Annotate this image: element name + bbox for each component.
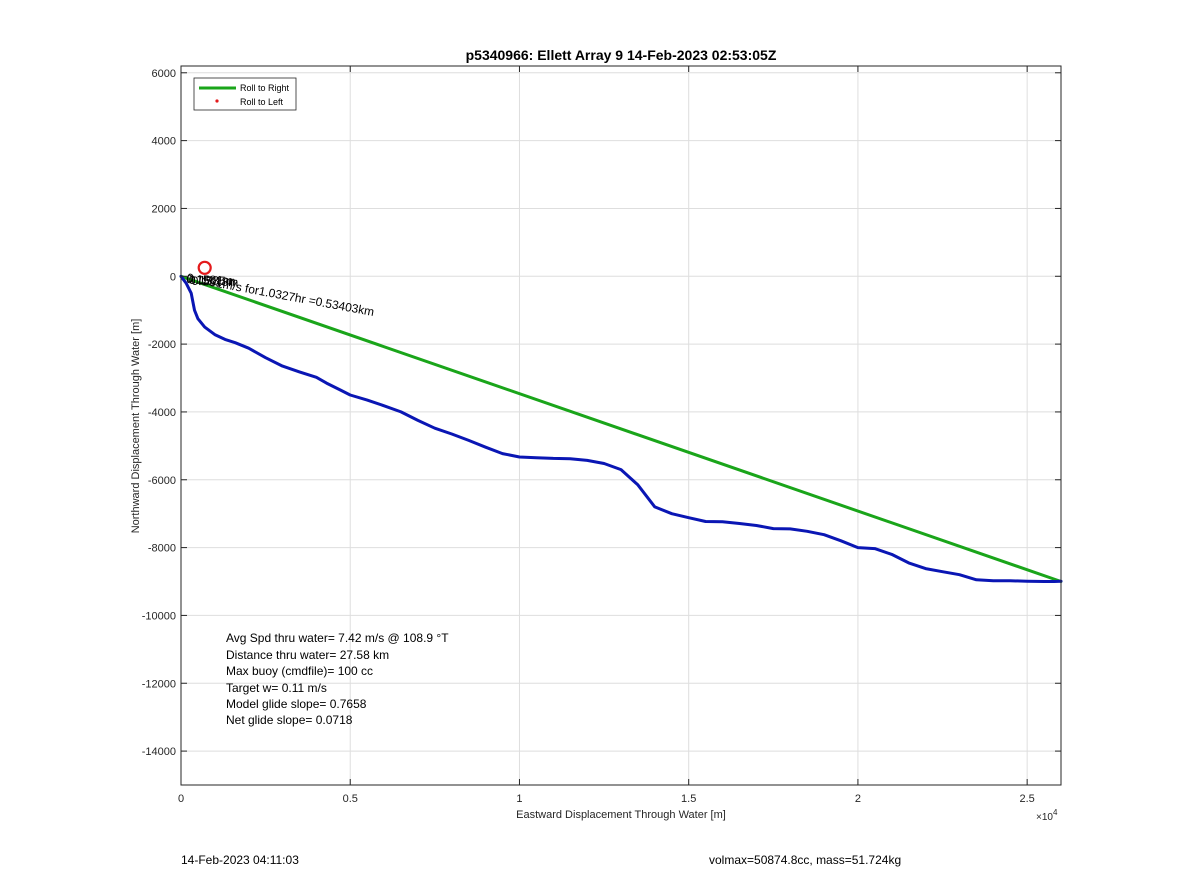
- chart-title: p5340966: Ellett Array 9 14-Feb-2023 02:…: [466, 47, 777, 63]
- stats-max-buoy: Max buoy (cmdfile)= 100 cc: [226, 664, 373, 678]
- x-exponent: ×104: [1036, 808, 1058, 823]
- legend-label-roll-to-right: Roll to Right: [240, 83, 290, 93]
- y-tick-label: 6000: [152, 68, 176, 80]
- start-circle-marker: [197, 260, 212, 275]
- x-tick-label: 2: [855, 793, 861, 805]
- plot-background: [181, 66, 1061, 785]
- y-tick-label: 2000: [152, 203, 176, 215]
- stats-distance: Distance thru water= 27.58 km: [226, 648, 389, 662]
- grid: [180, 66, 1061, 785]
- x-tick-label: 1: [516, 793, 522, 805]
- y-tick-label: -12000: [142, 678, 176, 690]
- stats-block: Avg Spd thru water= 7.42 m/s @ 108.9 °T …: [226, 631, 449, 727]
- y-tick-label: -14000: [142, 746, 176, 758]
- legend-dot-roll-to-left: [215, 99, 219, 103]
- y-tick-label: -2000: [148, 339, 176, 351]
- stats-target-w: Target w= 0.11 m/s: [226, 681, 327, 695]
- plot-frame: [180, 65, 1062, 786]
- x-tick-label: 1.5: [681, 793, 696, 805]
- series: [179, 274, 1063, 583]
- series-line-green: [179, 274, 1063, 583]
- stats-model-glide-slope: Model glide slope= 0.7658: [226, 697, 367, 711]
- x-exponent-base: ×10: [1036, 812, 1053, 823]
- y-tick-label: -8000: [148, 543, 176, 555]
- y-tick-label: -6000: [148, 475, 176, 487]
- y-tick-label: -10000: [142, 610, 176, 622]
- legend-box: [193, 77, 297, 111]
- footer-volmax-mass: volmax=50874.8cc, mass=51.724kg: [709, 853, 902, 867]
- series-line-blue: [179, 274, 1063, 583]
- footer-timestamp: 14-Feb-2023 04:11:03: [181, 853, 299, 867]
- ticks: 0 0.5 1 1.5 2 2.5 6000 4000 2000 0 -2000 -4000 -6000…: [142, 66, 1061, 805]
- y-axis-label: Northward Displacement Through Water [m]: [130, 319, 142, 534]
- stats-net-glide-slope: Net glide slope= 0.0718: [226, 713, 353, 727]
- x-axis-label: Eastward Displacement Through Water [m]: [516, 809, 726, 821]
- legend-label-roll-to-left: Roll to Left: [240, 97, 284, 107]
- y-tick-label: 0: [170, 271, 176, 283]
- legend: Roll to Right Roll to Left: [193, 77, 297, 111]
- x-tick-label: 2.5: [1020, 793, 1035, 805]
- markers: [197, 260, 212, 275]
- x-tick-label: 0: [178, 793, 184, 805]
- stats-avg-speed: Avg Spd thru water= 7.42 m/s @ 108.9 °T: [226, 631, 449, 645]
- depth-annotation: 0.1535m: [189, 273, 236, 289]
- depth-annotation: 0.1518m: [191, 274, 238, 290]
- y-tick-label: -4000: [148, 407, 176, 419]
- x-exponent-power: 4: [1053, 808, 1058, 817]
- depth-annotation: 0.1581m: [186, 272, 233, 288]
- x-tick-label: 0.5: [343, 793, 358, 805]
- y-tick-label: 4000: [152, 136, 176, 148]
